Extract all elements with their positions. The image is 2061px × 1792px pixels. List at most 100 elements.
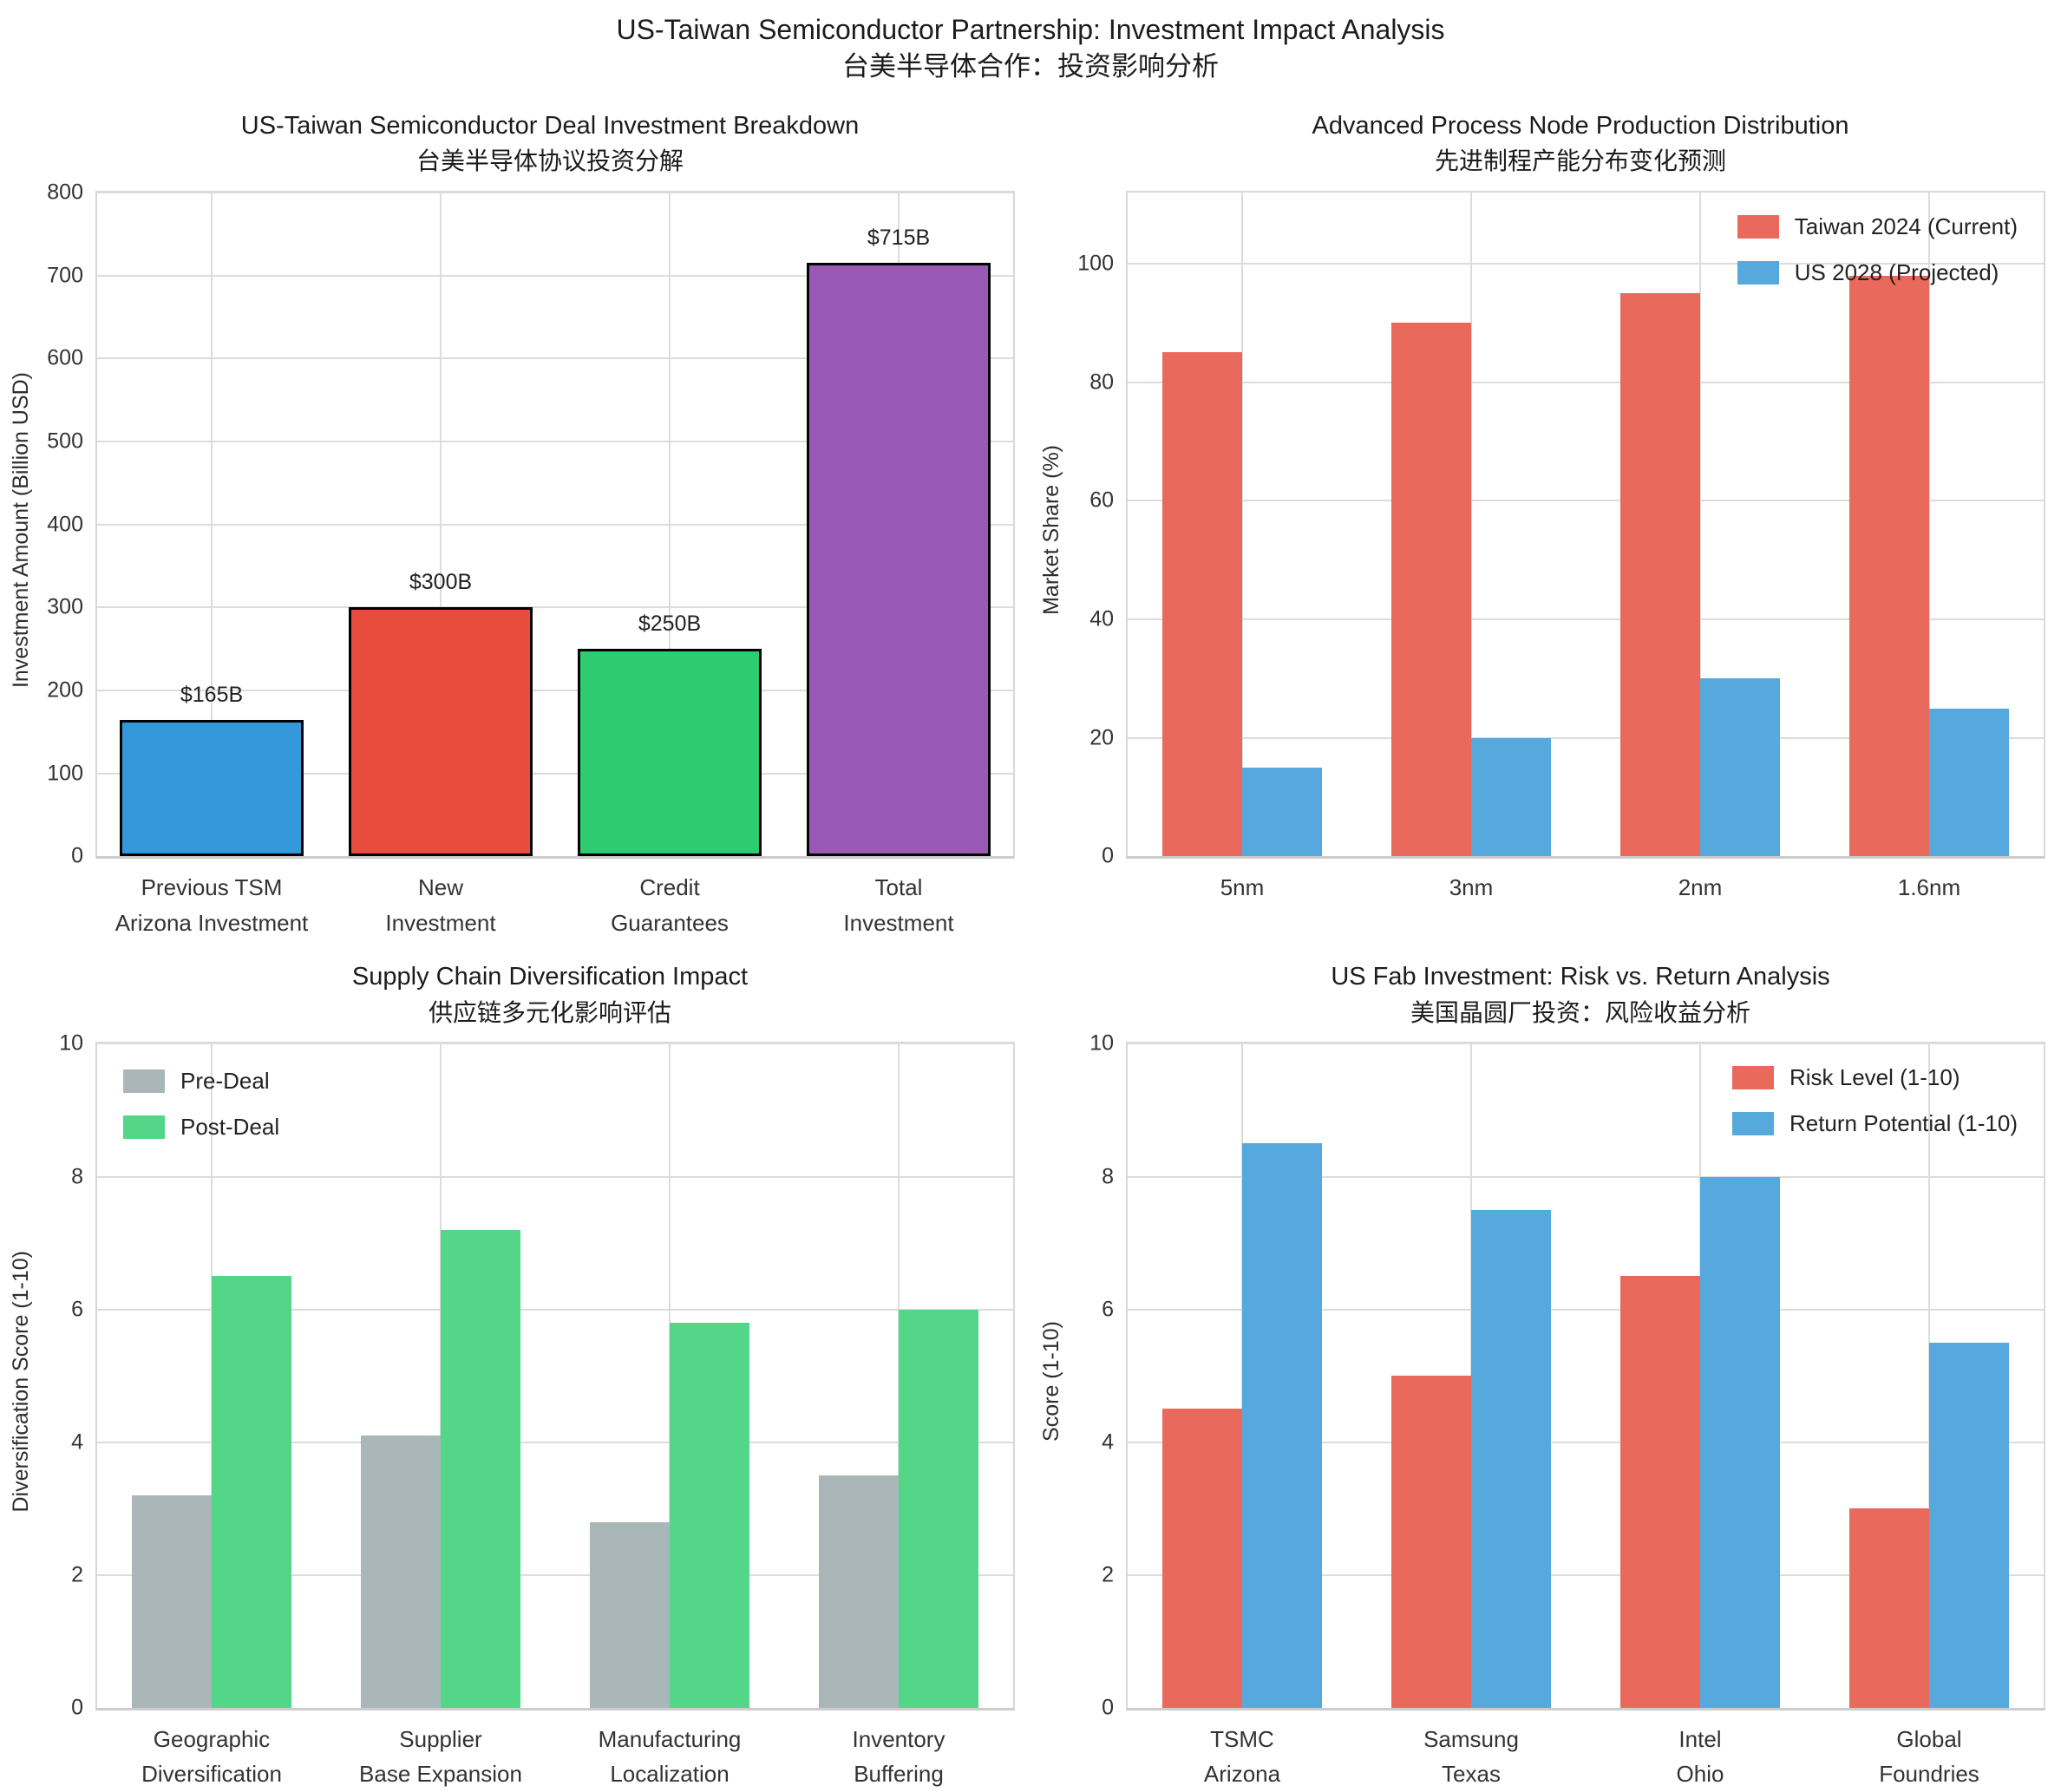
x-tick-label: 1.6nm [1897, 874, 1961, 901]
bar-risk-level-1-10--2 [1619, 1276, 1700, 1708]
y-tick-label: 10 [1089, 1030, 1114, 1056]
y-axis-label: Investment Amount (Billion USD) [8, 372, 33, 689]
plot-area-process-node-distribution: 0 20 40 60 80 100 5nm 3nm 2nm 1.6nm Taiwan 2024 (C… [1077, 190, 2045, 900]
bar-return-potential-1-10--2 [1700, 1176, 1781, 1708]
x-tick-label: 5nm [1220, 874, 1265, 901]
x-tick-label: Intel Ohio [1676, 1726, 1724, 1788]
chart-title-zh: 美国晶圆厂投资：风险收益分析 [1410, 998, 1750, 1026]
gridline-horizontal [1128, 1573, 2044, 1576]
gridline-vertical [1928, 192, 1930, 857]
y-tick-label: 100 [1077, 251, 1114, 276]
bar-risk-level-1-10--1 [1390, 1376, 1471, 1708]
legend-swatch [1737, 214, 1779, 239]
figure-title-en: US-Taiwan Semiconductor Partnership: Inv… [616, 14, 1445, 45]
legend-swatch [1731, 1066, 1774, 1090]
bar-us-2028-projected--3 [1929, 708, 2010, 857]
gridline-vertical [1470, 192, 1472, 857]
chart-title: US-Taiwan Semiconductor Deal Investment … [0, 108, 1030, 179]
chart-body: Score (1-10) 0 2 4 6 8 10 TSMC Arizona Samsung Te… [1030, 1031, 2061, 1789]
y-tick-label: 500 [47, 428, 83, 454]
x-tick-label: Geographic Diversification [141, 1726, 282, 1788]
chart-title-en: US-Taiwan Semiconductor Deal Investment … [240, 111, 860, 140]
legend-label: Post-Deal [180, 1114, 280, 1141]
legend-item: Return Potential (1-10) [1731, 1110, 2018, 1137]
legend-swatch [123, 1069, 165, 1094]
bar-value-label: $715B [867, 226, 931, 251]
gridline-horizontal [97, 357, 1013, 360]
gridline-horizontal [97, 440, 1013, 442]
y-tick-label: 300 [47, 594, 83, 619]
legend-item: Risk Level (1-10) [1731, 1064, 2018, 1091]
y-tick-label: 0 [1102, 843, 1114, 868]
x-tick-label: TSMC Arizona [1203, 1726, 1281, 1788]
bar-post-deal-1 [441, 1229, 521, 1708]
chart-panel-investment-breakdown: US-Taiwan Semiconductor Deal Investment … [0, 86, 1030, 938]
chart-title-en: Advanced Process Node Production Distrib… [1312, 111, 1849, 140]
gridline-horizontal [97, 523, 1013, 526]
y-tick-label: 700 [47, 263, 83, 288]
chart-title: Supply Chain Diversification Impact 供应链多… [0, 959, 1030, 1030]
gridline-vertical [440, 192, 442, 857]
y-tick-label: 80 [1089, 370, 1114, 395]
x-tick-label: Inventory Buffering [852, 1726, 945, 1788]
y-tick-label: 2 [71, 1562, 83, 1587]
bar-value-0 [120, 719, 304, 857]
gridline-horizontal [1128, 1043, 2044, 1045]
bar-pre-deal-3 [818, 1475, 899, 1708]
chart-grid: US-Taiwan Semiconductor Deal Investment … [0, 86, 2061, 1789]
bar-post-deal-0 [212, 1276, 292, 1708]
y-tick-label: 800 [47, 180, 83, 205]
legend-item: US 2028 (Projected) [1737, 259, 2018, 286]
gridline-horizontal [97, 772, 1013, 775]
y-axis-label: Market Share (%) [1038, 445, 1063, 616]
y-axis-label: Score (1-10) [1038, 1321, 1063, 1442]
legend: Pre-Deal Post-Deal [123, 1068, 279, 1141]
bar-post-deal-3 [899, 1309, 979, 1708]
chart-title-zh: 供应链多元化影响评估 [428, 998, 671, 1026]
chart-panel-process-node-distribution: Advanced Process Node Production Distrib… [1030, 86, 2061, 938]
bar-value-label: $300B [409, 570, 473, 595]
bar-post-deal-2 [670, 1322, 750, 1708]
bar-risk-level-1-10--3 [1848, 1508, 1929, 1708]
x-tick-label: Previous TSM Arizona Investment [114, 874, 309, 936]
x-tick-label: 2nm [1678, 874, 1723, 901]
gridline-horizontal [1128, 736, 2044, 739]
x-tick-label: Total Investment [843, 874, 954, 936]
legend: Taiwan 2024 (Current) US 2028 (Projected) [1737, 213, 2018, 286]
bar-us-2028-projected--1 [1471, 737, 1552, 857]
bar-return-potential-1-10--0 [1242, 1143, 1323, 1708]
bar-us-2028-projected--2 [1700, 678, 1781, 857]
plot-area-risk-return: 0 2 4 6 8 10 TSMC Arizona Samsung Texas Intel Ohio G… [1089, 1031, 2045, 1787]
bar-value-3 [807, 263, 991, 857]
bar-taiwan-2024-current--3 [1848, 275, 1929, 857]
gridline-horizontal [97, 1175, 1013, 1178]
gridline-horizontal [1128, 1175, 2044, 1178]
chart-title-zh: 先进制程产能分布变化预测 [1434, 147, 1726, 175]
bar-taiwan-2024-current--1 [1390, 323, 1471, 857]
gridline-horizontal [97, 1043, 1013, 1045]
chart-body: Investment Amount (Billion USD) 0 100 200 3… [0, 180, 1030, 938]
plot-area-supply-chain-diversification: 0 2 4 6 8 10 Geographic Diversification Supplier… [59, 1031, 1015, 1787]
gridline-horizontal [97, 690, 1013, 692]
x-tick-label: Supplier Base Expansion [359, 1726, 522, 1788]
bar-value-label: $165B [180, 682, 244, 707]
figure-title-zh: 台美半导体合作：投资影响分析 [842, 51, 1219, 82]
plot-region: 0 2 4 6 8 10 TSMC Arizona Samsung Texas Intel Ohio G… [1072, 1031, 2061, 1789]
legend-label: Pre-Deal [180, 1068, 270, 1095]
y-tick-label: 600 [47, 345, 83, 370]
chart-title-en: Supply Chain Diversification Impact [351, 963, 749, 991]
gridline-horizontal [1128, 1308, 2044, 1311]
chart-title: Advanced Process Node Production Distrib… [1030, 108, 2061, 179]
legend-swatch [123, 1115, 165, 1140]
legend-label: US 2028 (Projected) [1794, 258, 1999, 285]
bar-us-2028-projected--0 [1242, 767, 1323, 857]
bar-taiwan-2024-current--2 [1619, 293, 1700, 857]
legend-swatch [1737, 260, 1779, 284]
y-tick-label: 0 [71, 843, 83, 868]
bar-return-potential-1-10--1 [1471, 1209, 1552, 1708]
gridline-horizontal [1128, 381, 2044, 383]
bar-value-label: $250B [638, 612, 702, 637]
legend-swatch [1731, 1112, 1774, 1136]
legend-item: Taiwan 2024 (Current) [1737, 213, 2018, 240]
